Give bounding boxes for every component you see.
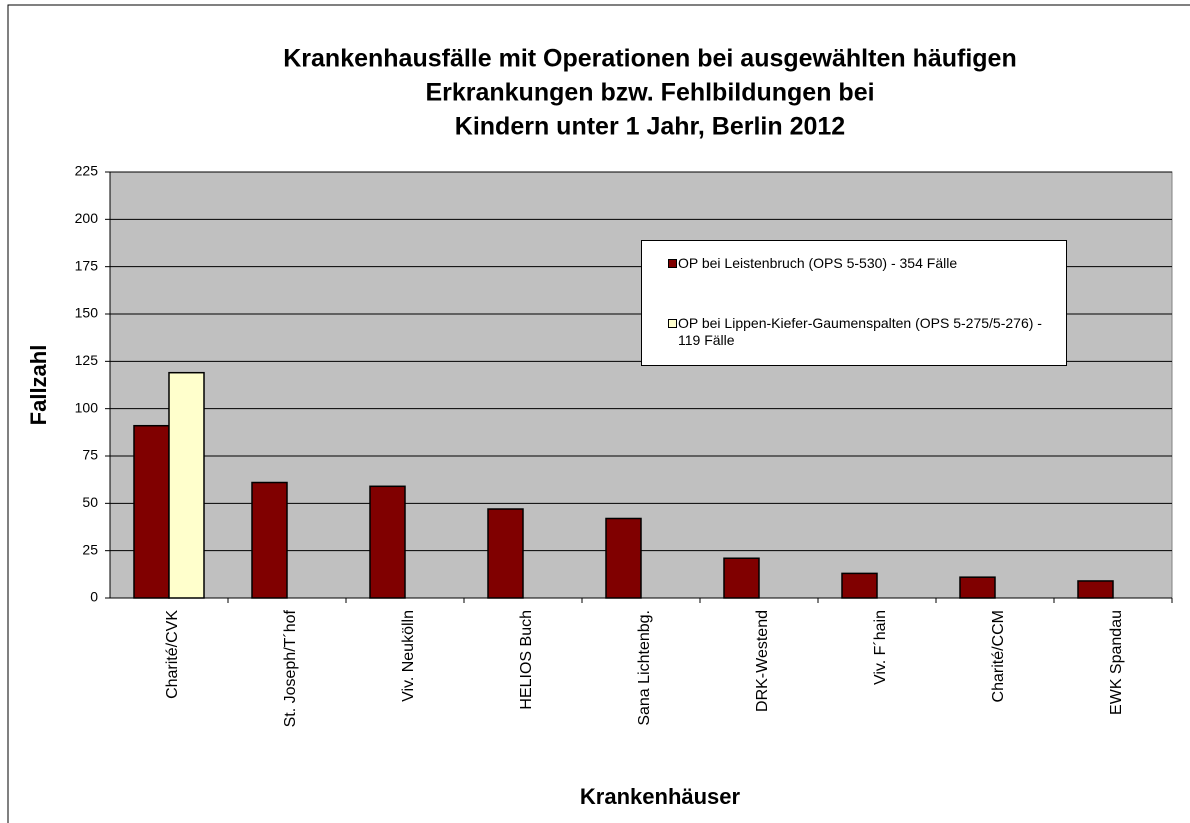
legend-swatch bbox=[668, 319, 677, 328]
legend: OP bei Leistenbruch (OPS 5-530) - 354 Fä… bbox=[641, 240, 1067, 366]
y-tick-label: 125 bbox=[75, 352, 99, 368]
legend-label: OP bei Lippen-Kiefer-Gaumenspalten (OPS … bbox=[678, 315, 1042, 348]
x-tick-label: Charité/CVK bbox=[164, 610, 181, 699]
bar bbox=[605, 517, 642, 599]
x-tick-label: DRK-Westend bbox=[754, 610, 771, 712]
legend-item: OP bei Lippen-Kiefer-Gaumenspalten (OPS … bbox=[668, 315, 1058, 349]
x-axis-label: Krankenhäuser bbox=[580, 784, 741, 809]
chart-title: Krankenhausfälle mit Operationen bei aus… bbox=[283, 45, 1016, 73]
y-tick-label: 75 bbox=[82, 447, 98, 463]
bar bbox=[251, 481, 288, 599]
y-tick-label: 25 bbox=[82, 541, 98, 557]
frame bbox=[7, 4, 1190, 823]
bar bbox=[1077, 580, 1114, 599]
y-axis-label: Fallzahl bbox=[26, 345, 51, 426]
y-tick-label: 50 bbox=[82, 494, 98, 510]
chart-title: Erkrankungen bzw. Fehlbildungen bei bbox=[425, 79, 874, 107]
x-tick-label: HELIOS Buch bbox=[518, 610, 535, 710]
y-tick-label: 175 bbox=[75, 257, 99, 273]
bar bbox=[723, 557, 760, 599]
y-tick-label: 100 bbox=[75, 399, 99, 415]
x-tick-label: St. Joseph/T´hof bbox=[282, 609, 299, 727]
bar bbox=[487, 508, 524, 599]
legend-item: OP bei Leistenbruch (OPS 5-530) - 354 Fä… bbox=[668, 255, 1058, 272]
x-tick-label: Charité/CCM bbox=[990, 610, 1007, 702]
y-tick-label: 200 bbox=[75, 210, 99, 226]
x-tick-label: Viv. Neukölln bbox=[400, 610, 417, 702]
x-tick-label: EWK Spandau bbox=[1108, 610, 1125, 715]
bar bbox=[168, 371, 205, 599]
x-tick-label: Viv. F´hain bbox=[872, 610, 889, 685]
chart-title: Kindern unter 1 Jahr, Berlin 2012 bbox=[455, 113, 845, 141]
bar bbox=[133, 424, 170, 599]
bar bbox=[369, 485, 406, 599]
y-tick-label: 150 bbox=[75, 305, 99, 321]
y-tick-label: 225 bbox=[75, 163, 99, 179]
bar bbox=[841, 572, 878, 599]
x-tick-label: Sana Lichtenbg. bbox=[636, 610, 653, 726]
bar bbox=[959, 576, 996, 599]
y-tick-label: 0 bbox=[90, 589, 98, 605]
legend-label: OP bei Leistenbruch (OPS 5-530) - 354 Fä… bbox=[678, 255, 958, 271]
legend-swatch bbox=[668, 259, 677, 268]
